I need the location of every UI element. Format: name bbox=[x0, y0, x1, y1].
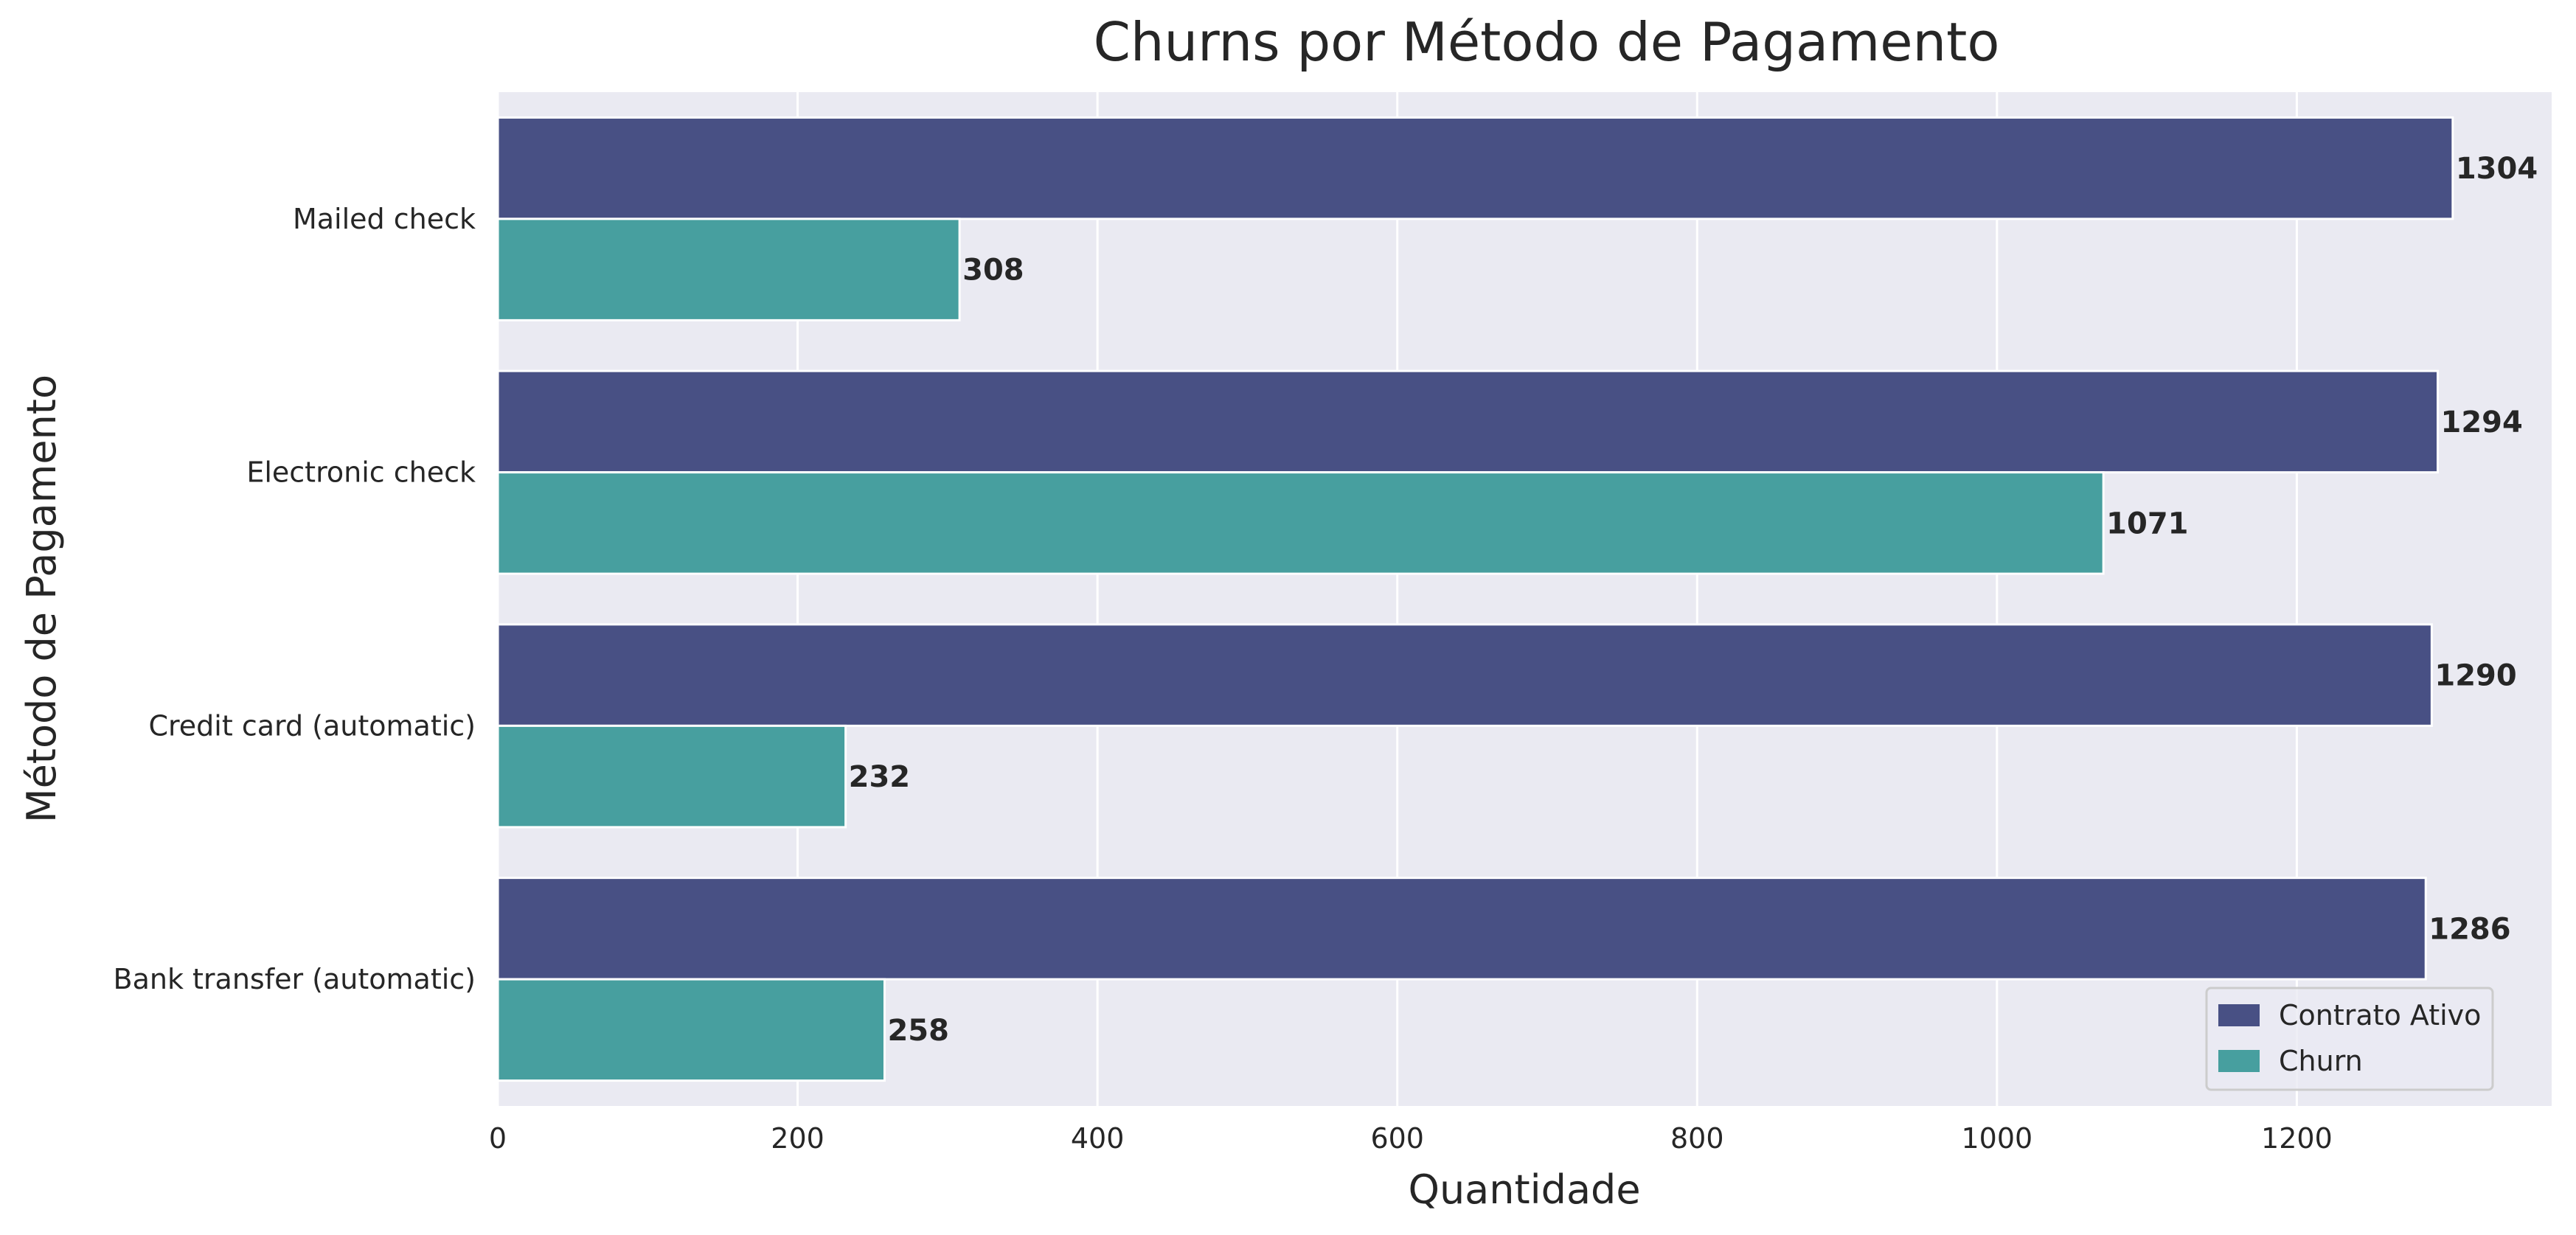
x-tick-label-600: 600 bbox=[1370, 1122, 1424, 1155]
legend-label-churn: Churn bbox=[2279, 1045, 2363, 1077]
x-tick-label-200: 200 bbox=[771, 1122, 824, 1155]
data-label-contrato-ativo-electronic-check: 1294 bbox=[2441, 406, 2523, 439]
bar-contrato-ativo-credit-card-automatic bbox=[496, 623, 2433, 727]
x-tick-label-1000: 1000 bbox=[1961, 1122, 2032, 1155]
data-labels: 1304 308 1294 1071 1290 232 1286 258 bbox=[849, 152, 2538, 1048]
legend-swatch-contrato-ativo bbox=[2218, 1004, 2260, 1026]
x-tick-label-400: 400 bbox=[1071, 1122, 1125, 1155]
y-tick-label-bank-transfer-automatic: Bank transfer (automatic) bbox=[114, 963, 476, 995]
data-label-churn-credit-card-automatic: 232 bbox=[849, 760, 911, 794]
legend-frame bbox=[2205, 987, 2494, 1091]
bar-contrato-ativo-mailed-check bbox=[496, 116, 2454, 220]
data-label-contrato-ativo-mailed-check: 1304 bbox=[2456, 152, 2538, 186]
data-label-contrato-ativo-credit-card-automatic: 1290 bbox=[2434, 659, 2516, 693]
bars bbox=[496, 116, 2454, 1082]
bar-churn-electronic-check bbox=[496, 471, 2105, 575]
data-label-churn-electronic-check: 1071 bbox=[2106, 507, 2188, 540]
legend-label-contrato-ativo: Contrato Ativo bbox=[2279, 999, 2481, 1032]
x-tick-label-0: 0 bbox=[489, 1122, 507, 1155]
x-tick-label-800: 800 bbox=[1670, 1122, 1724, 1155]
bar-churn-mailed-check bbox=[496, 218, 961, 321]
data-label-churn-bank-transfer-automatic: 258 bbox=[887, 1014, 949, 1048]
bar-contrato-ativo-bank-transfer-automatic bbox=[496, 877, 2427, 981]
x-tick-label-1200: 1200 bbox=[2261, 1122, 2333, 1155]
y-tick-label-credit-card-automatic: Credit card (automatic) bbox=[148, 709, 476, 742]
y-tick-label-mailed-check: Mailed check bbox=[293, 203, 476, 235]
bar-churn-credit-card-automatic bbox=[496, 724, 847, 829]
data-label-contrato-ativo-bank-transfer-automatic: 1286 bbox=[2429, 912, 2510, 946]
y-tick-labels: Mailed check Electronic check Credit card … bbox=[114, 203, 476, 995]
y-tick-label-electronic-check: Electronic check bbox=[246, 456, 476, 489]
x-axis-label: Quantidade bbox=[1408, 1166, 1640, 1213]
chart-title: Churns por Método de Pagamento bbox=[1094, 11, 2000, 73]
legend-swatch-churn bbox=[2218, 1050, 2260, 1072]
x-tick-labels: 0 200 400 600 800 1000 1200 bbox=[489, 1122, 2333, 1155]
bar-contrato-ativo-electronic-check bbox=[496, 369, 2440, 474]
data-label-churn-mailed-check: 308 bbox=[962, 254, 1024, 288]
bar-churn-bank-transfer-automatic bbox=[496, 978, 886, 1082]
y-axis-label: Método de Pagamento bbox=[18, 375, 65, 823]
legend: Contrato Ativo Churn bbox=[2205, 987, 2494, 1091]
